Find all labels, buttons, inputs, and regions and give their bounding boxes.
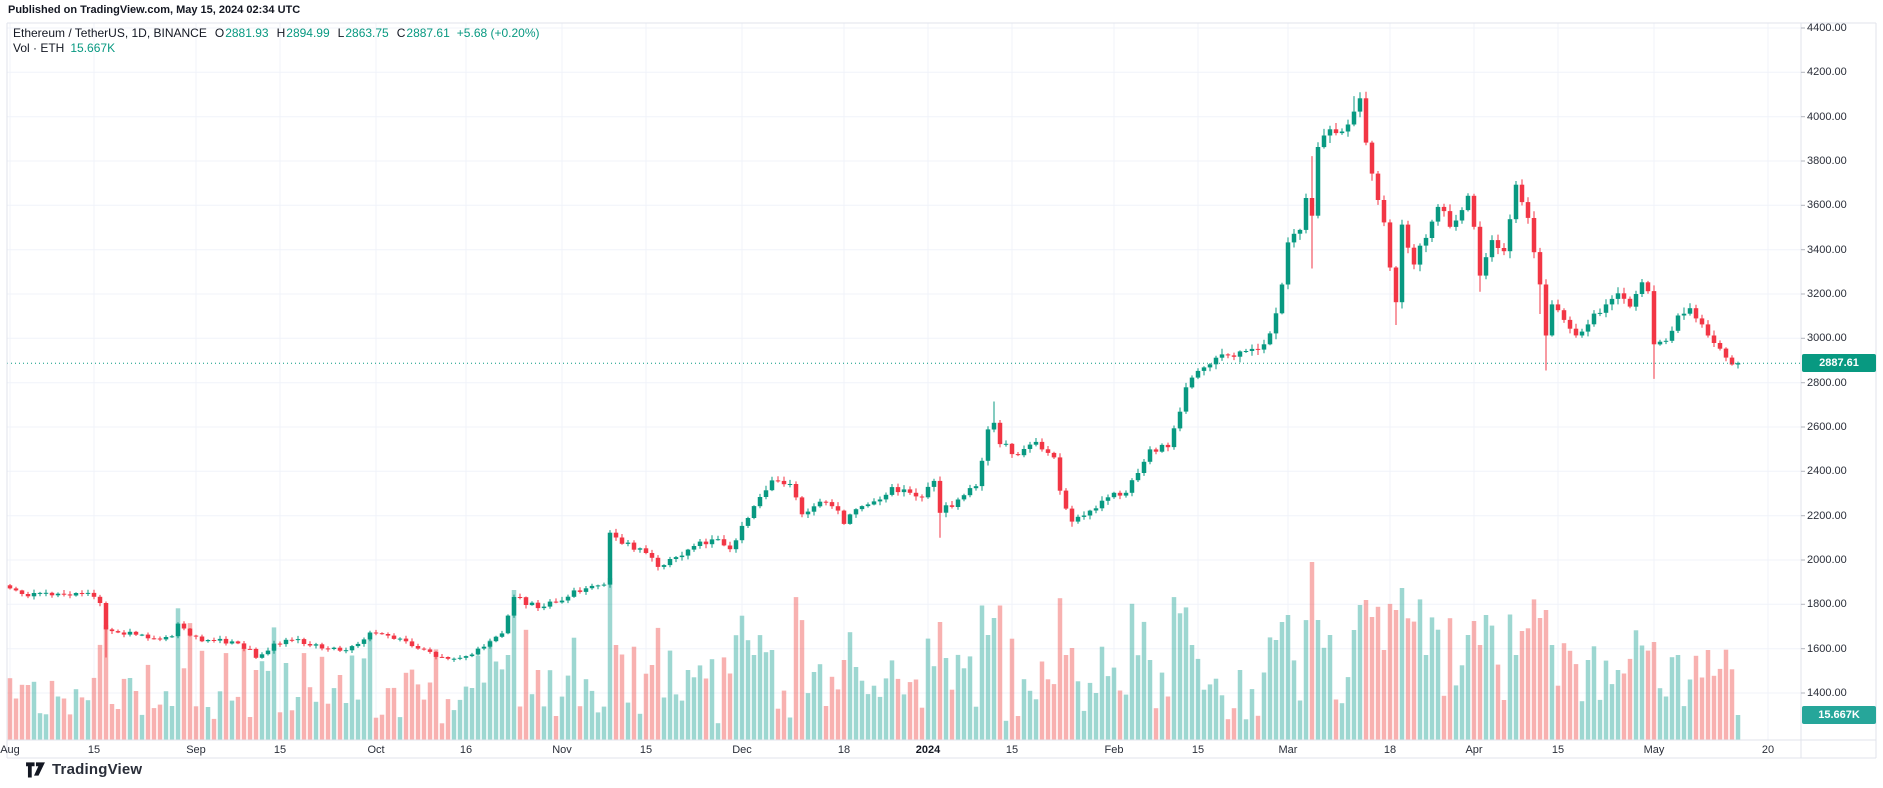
price-tick-label: 4400.00	[1807, 22, 1847, 34]
last-volume-badge: 15.667K	[1802, 706, 1876, 724]
price-tick-label: 3800.00	[1807, 155, 1847, 167]
close-label: C	[396, 26, 406, 40]
time-tick-label: Feb	[1104, 744, 1124, 756]
volume-label: Vol · ETH	[13, 41, 65, 55]
symbol-title: Ethereum / TetherUS, 1D, BINANCE	[13, 26, 207, 40]
candles	[7, 91, 1741, 662]
low-label: L	[337, 26, 345, 40]
change-value: +5.68 (+0.20%)	[456, 26, 540, 40]
legend-row: Ethereum / TetherUS, 1D, BINANCE O2881.93…	[13, 26, 540, 40]
time-tick-label: Dec	[732, 744, 752, 756]
high-value: 2894.99	[286, 26, 330, 40]
time-tick-label: 15	[273, 744, 287, 756]
time-tick-label: May	[1643, 744, 1665, 756]
ohlc-high: H2894.99	[277, 26, 330, 40]
price-tick-label: 1600.00	[1807, 643, 1847, 655]
time-tick-label: 15	[1005, 744, 1019, 756]
time-tick-label: 15	[87, 744, 101, 756]
tradingview-logo-icon	[26, 762, 45, 778]
chart-frame	[6, 22, 1877, 759]
price-tick-label: 3600.00	[1807, 199, 1847, 211]
time-tick-label: Nov	[552, 744, 572, 756]
open-label: O	[214, 26, 225, 40]
published-line: Published on TradingView.com, May 15, 20…	[8, 4, 301, 16]
time-tick-label: 2024	[915, 744, 941, 756]
price-tick-label: 3000.00	[1807, 332, 1847, 344]
tradingview-logo: TradingView	[25, 761, 142, 778]
time-tick-label: 16	[459, 744, 473, 756]
close-value: 2887.61	[406, 26, 450, 40]
price-tick-label: 1800.00	[1807, 598, 1847, 610]
ohlc-low: L2863.75	[338, 26, 389, 40]
price-tick-label: 2200.00	[1807, 510, 1847, 522]
price-tick-label: 2800.00	[1807, 377, 1847, 389]
price-tick-label: 2600.00	[1807, 421, 1847, 433]
volume-value: 15.667K	[70, 41, 116, 55]
time-tick-label: 15	[1191, 744, 1205, 756]
price-tick-label: 3200.00	[1807, 288, 1847, 300]
time-tick-label: Aug	[0, 744, 20, 756]
time-tick-label: Mar	[1278, 744, 1298, 756]
high-label: H	[276, 26, 286, 40]
open-value: 2881.93	[225, 26, 269, 40]
price-tick-label: 4000.00	[1807, 111, 1847, 123]
time-tick-label: Sep	[186, 744, 206, 756]
time-tick-label: 15	[1551, 744, 1565, 756]
volume-legend-row: Vol · ETH 15.667K	[13, 41, 115, 55]
price-tick-label: 4200.00	[1807, 66, 1847, 78]
last-price-badge: 2887.61	[1802, 354, 1876, 372]
ohlc-close: C2887.61	[397, 26, 450, 40]
price-tick-label: 3400.00	[1807, 244, 1847, 256]
price-tick-label: 2400.00	[1807, 465, 1847, 477]
time-tick-label: 18	[1383, 744, 1397, 756]
time-tick-label: 15	[639, 744, 653, 756]
tradingview-wordmark: TradingView	[52, 761, 143, 778]
time-tick-label: Apr	[1465, 744, 1483, 756]
price-tick-label: 1400.00	[1807, 687, 1847, 699]
volume-bars	[7, 562, 1741, 740]
ohlc-open: O2881.93	[215, 26, 269, 40]
price-tick-label: 2000.00	[1807, 554, 1847, 566]
time-tick-label: 20	[1761, 744, 1775, 756]
time-tick-label: 18	[837, 744, 851, 756]
low-value: 2863.75	[345, 26, 389, 40]
time-tick-label: Oct	[367, 744, 385, 756]
